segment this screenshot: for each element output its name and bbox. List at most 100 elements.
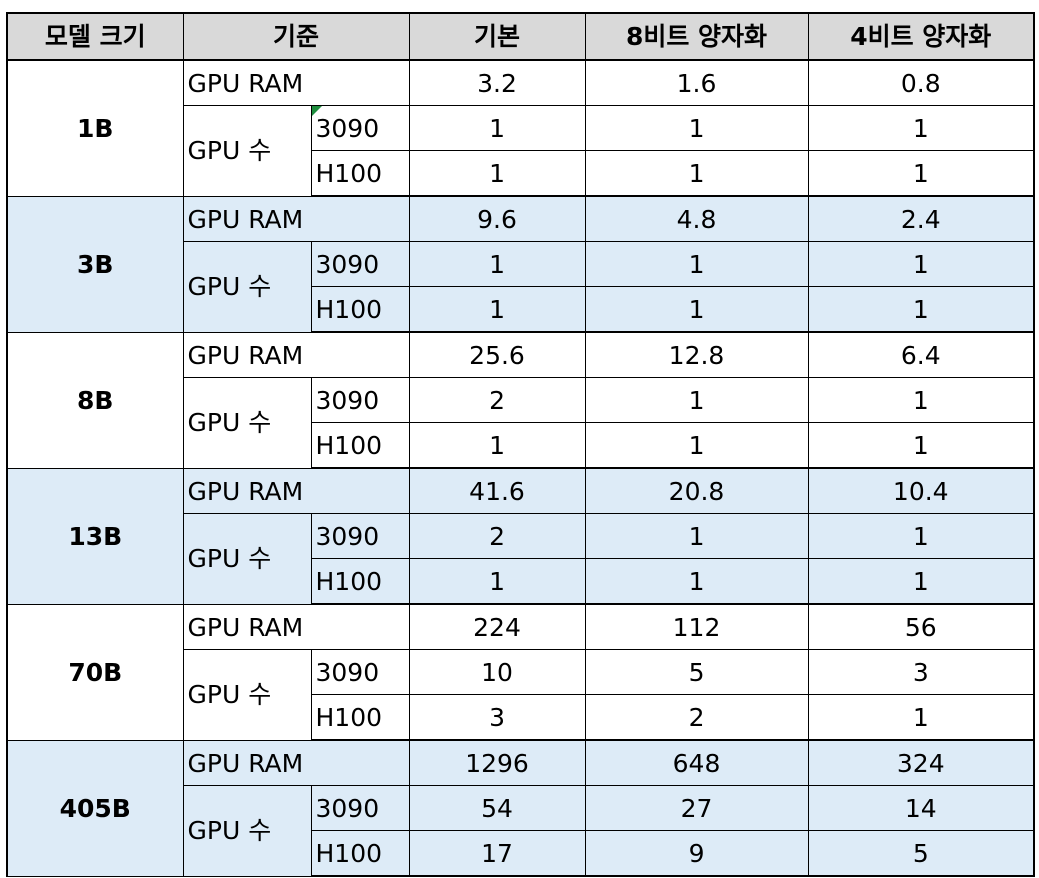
gpu-requirements-table: 모델 크기 기준 기본 8비트 양자화 4비트 양자화 1B GPU RAM 3.2…	[6, 12, 1036, 877]
quant4-ram-cell[interactable]: 2.4	[807, 195, 1036, 242]
quant4-3090-cell[interactable]: 1	[807, 513, 1036, 559]
header-base[interactable]: 기본	[408, 12, 586, 61]
quant8-ram-cell[interactable]: 4.8	[584, 195, 809, 242]
table-row: H100 1 1 1	[7, 150, 1036, 197]
table-row: GPU 수 3090 2 1 1	[7, 513, 1036, 605]
gpu-count-label-cell[interactable]: GPU 수	[182, 785, 312, 877]
base-h100-cell[interactable]: 1	[408, 558, 586, 605]
quant8-h100-cell[interactable]: 1	[584, 286, 809, 333]
spreadsheet-table-region: 모델 크기 기준 기본 8비트 양자화 4비트 양자화 1B GPU RAM 3.2…	[6, 12, 1036, 877]
base-3090-cell[interactable]: 10	[408, 649, 586, 695]
base-h100-cell[interactable]: 1	[408, 286, 586, 333]
quant8-3090-cell[interactable]: 1	[584, 105, 809, 151]
base-3090-cell[interactable]: 2	[408, 513, 586, 559]
base-3090-cell[interactable]: 2	[408, 377, 586, 423]
base-h100-cell[interactable]: 1	[408, 422, 586, 469]
quant8-3090-cell[interactable]: 1	[584, 513, 809, 559]
gpu-h100-label-cell[interactable]: H100	[310, 830, 410, 877]
header-quant8[interactable]: 8비트 양자화	[584, 12, 809, 61]
quant8-3090-cell[interactable]: 27	[584, 785, 809, 831]
gpu-h100-label-cell[interactable]: H100	[310, 150, 410, 197]
quant4-ram-cell[interactable]: 56	[807, 603, 1036, 650]
gpu-count-label-cell[interactable]: GPU 수	[182, 105, 312, 197]
base-h100-cell[interactable]: 3	[408, 694, 586, 741]
table-row: 3B GPU RAM 9.6 4.8 2.4	[6, 195, 1036, 333]
base-3090-cell[interactable]: 54	[408, 785, 586, 831]
gpu-3090-label-cell[interactable]: 3090	[310, 105, 410, 151]
gpu-h100-label-cell[interactable]: H100	[310, 694, 410, 741]
quant8-ram-cell[interactable]: 1.6	[584, 59, 809, 106]
model-size-cell[interactable]: 70B	[6, 603, 184, 741]
gpu-count-label-cell[interactable]: GPU 수	[182, 649, 312, 741]
gpu-ram-label-cell[interactable]: GPU RAM	[182, 467, 410, 514]
quant8-h100-cell[interactable]: 9	[584, 830, 809, 877]
quant4-3090-cell[interactable]: 1	[807, 377, 1036, 423]
table-row: H100 1 1 1	[7, 286, 1036, 333]
table-row: 405B GPU RAM 1296 648 324	[6, 739, 1036, 877]
gpu-h100-label-cell[interactable]: H100	[310, 286, 410, 333]
base-3090-cell[interactable]: 1	[408, 241, 586, 287]
base-ram-cell[interactable]: 224	[408, 603, 586, 650]
gpu-h100-label-cell[interactable]: H100	[310, 558, 410, 605]
gpu-count-label-cell[interactable]: GPU 수	[182, 513, 312, 605]
model-size-cell[interactable]: 13B	[6, 467, 184, 605]
quant4-h100-cell[interactable]: 1	[807, 694, 1036, 741]
quant4-h100-cell[interactable]: 1	[807, 558, 1036, 605]
quant8-ram-cell[interactable]: 112	[584, 603, 809, 650]
gpu-count-label-cell[interactable]: GPU 수	[182, 377, 312, 469]
quant4-h100-cell[interactable]: 1	[807, 150, 1036, 197]
quant4-h100-cell[interactable]: 1	[807, 286, 1036, 333]
model-size-cell[interactable]: 8B	[6, 331, 184, 469]
quant8-3090-cell[interactable]: 1	[584, 377, 809, 423]
gpu-ram-label-cell[interactable]: GPU RAM	[182, 331, 410, 378]
gpu-3090-label-cell[interactable]: 3090	[310, 513, 410, 559]
gpu-3090-label: 3090	[315, 113, 380, 143]
base-ram-cell[interactable]: 9.6	[408, 195, 586, 242]
gpu-3090-label-cell[interactable]: 3090	[310, 241, 410, 287]
quant4-ram-cell[interactable]: 0.8	[807, 59, 1036, 106]
header-model-size[interactable]: 모델 크기	[6, 12, 184, 61]
base-3090-cell[interactable]: 1	[408, 105, 586, 151]
header-quant4[interactable]: 4비트 양자화	[807, 12, 1036, 61]
gpu-h100-label-cell[interactable]: H100	[310, 422, 410, 469]
base-ram-cell[interactable]: 3.2	[408, 59, 586, 106]
quant8-h100-cell[interactable]: 1	[584, 150, 809, 197]
header-criterion[interactable]: 기준	[182, 12, 410, 61]
quant8-3090-cell[interactable]: 1	[584, 241, 809, 287]
quant4-ram-cell[interactable]: 324	[807, 739, 1036, 786]
quant4-h100-cell[interactable]: 5	[807, 830, 1036, 877]
gpu-3090-label-cell[interactable]: 3090	[310, 785, 410, 831]
base-h100-cell[interactable]: 1	[408, 150, 586, 197]
model-size-cell[interactable]: 1B	[6, 59, 184, 197]
gpu-3090-label: 3090	[315, 521, 380, 551]
base-h100-cell[interactable]: 17	[408, 830, 586, 877]
comment-indicator-icon[interactable]	[312, 106, 322, 116]
gpu-3090-label-cell[interactable]: 3090	[310, 377, 410, 423]
gpu-3090-label-cell[interactable]: 3090	[310, 649, 410, 695]
quant8-h100-cell[interactable]: 2	[584, 694, 809, 741]
gpu-ram-label-cell[interactable]: GPU RAM	[182, 59, 410, 106]
quant4-h100-cell[interactable]: 1	[807, 422, 1036, 469]
quant4-ram-cell[interactable]: 10.4	[807, 467, 1036, 514]
quant8-ram-cell[interactable]: 648	[584, 739, 809, 786]
quant8-h100-cell[interactable]: 1	[584, 422, 809, 469]
gpu-ram-label-cell[interactable]: GPU RAM	[182, 195, 410, 242]
quant8-3090-cell[interactable]: 5	[584, 649, 809, 695]
base-ram-cell[interactable]: 41.6	[408, 467, 586, 514]
quant4-3090-cell[interactable]: 14	[807, 785, 1036, 831]
gpu-count-label-cell[interactable]: GPU 수	[182, 241, 312, 333]
base-ram-cell[interactable]: 1296	[408, 739, 586, 786]
base-ram-cell[interactable]: 25.6	[408, 331, 586, 378]
table-row: 70B GPU RAM 224 112 56	[6, 603, 1036, 741]
model-size-cell[interactable]: 3B	[6, 195, 184, 333]
gpu-ram-label-cell[interactable]: GPU RAM	[182, 603, 410, 650]
quant8-h100-cell[interactable]: 1	[584, 558, 809, 605]
quant4-ram-cell[interactable]: 6.4	[807, 331, 1036, 378]
quant4-3090-cell[interactable]: 3	[807, 649, 1036, 695]
quant8-ram-cell[interactable]: 12.8	[584, 331, 809, 378]
quant4-3090-cell[interactable]: 1	[807, 105, 1036, 151]
quant4-3090-cell[interactable]: 1	[807, 241, 1036, 287]
gpu-ram-label-cell[interactable]: GPU RAM	[182, 739, 410, 786]
model-size-cell[interactable]: 405B	[6, 739, 184, 877]
quant8-ram-cell[interactable]: 20.8	[584, 467, 809, 514]
